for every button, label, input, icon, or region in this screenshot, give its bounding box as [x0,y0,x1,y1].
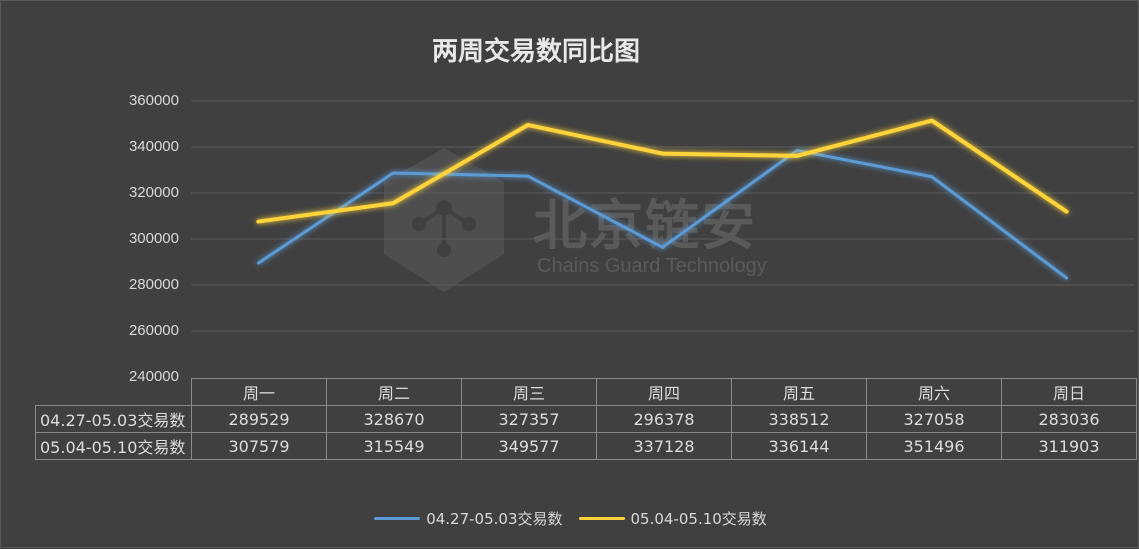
legend-label: 05.04-05.10交易数 [631,508,767,529]
data-label: 351496 [867,433,1002,460]
data-label: 328670 [327,406,462,433]
data-label: 311903 [1002,433,1137,460]
data-label: 296378 [597,406,732,433]
data-label: 349577 [462,433,597,460]
data-label: 337128 [597,433,732,460]
data-label: 336144 [732,433,867,460]
data-label: 283036 [1002,406,1137,433]
x-tick-label: 周三 [462,379,597,406]
data-label: 327058 [867,406,1002,433]
legend-item: 04.27-05.03交易数 [374,508,562,529]
data-label: 315549 [327,433,462,460]
data-label: 327357 [462,406,597,433]
table-row-label: 04.27-05.03交易数 [36,406,192,433]
legend-label: 04.27-05.03交易数 [426,508,562,529]
x-tick-label: 周五 [732,379,867,406]
data-label: 338512 [732,406,867,433]
data-label: 289529 [192,406,327,433]
series-line-1 [258,150,1066,278]
table-row-label: 05.04-05.10交易数 [36,433,192,460]
x-tick-label: 周二 [327,379,462,406]
table-corner [36,379,192,406]
x-tick-label: 周六 [867,379,1002,406]
x-tick-label: 周一 [192,379,327,406]
legend-item: 05.04-05.10交易数 [579,508,767,529]
series-line-2 [258,121,1066,222]
x-tick-label: 周日 [1002,379,1137,406]
x-tick-label: 周四 [597,379,732,406]
legend-swatch [579,517,625,520]
data-label: 307579 [192,433,327,460]
legend: 04.27-05.03交易数 05.04-05.10交易数 [1,508,1139,529]
legend-swatch [374,517,420,520]
